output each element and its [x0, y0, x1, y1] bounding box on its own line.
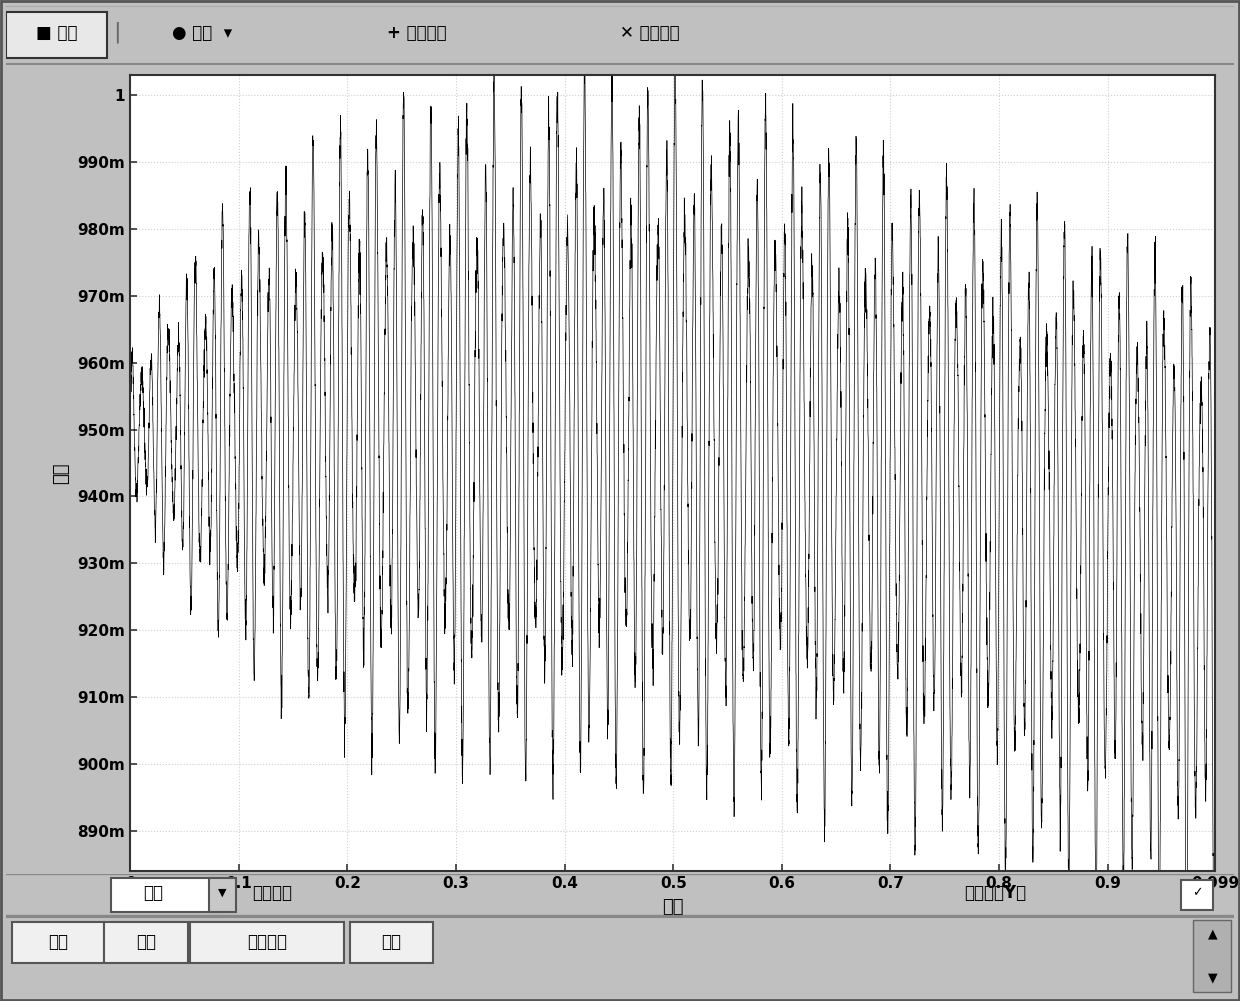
Text: ■ 保存: ■ 保存 [36, 24, 77, 42]
Text: ▲: ▲ [1208, 927, 1218, 940]
FancyBboxPatch shape [104, 922, 188, 963]
X-axis label: 时间: 时间 [662, 898, 683, 916]
FancyBboxPatch shape [6, 12, 107, 58]
Text: ▼: ▼ [218, 888, 227, 898]
FancyBboxPatch shape [1180, 880, 1213, 910]
Text: ✕ 删除通道: ✕ 删除通道 [620, 24, 680, 42]
Text: 记录: 记录 [382, 933, 402, 951]
Text: 高级定时: 高级定时 [247, 933, 288, 951]
Text: + 添加通道: + 添加通道 [387, 24, 446, 42]
Text: 配置: 配置 [48, 933, 68, 951]
FancyBboxPatch shape [1193, 920, 1231, 992]
Text: ✓: ✓ [1192, 886, 1203, 899]
Y-axis label: 幅值: 幅值 [52, 462, 69, 483]
Text: |: | [113, 22, 120, 43]
Text: 显示类型: 显示类型 [252, 884, 291, 902]
Text: 触发: 触发 [136, 933, 156, 951]
FancyBboxPatch shape [110, 878, 227, 912]
FancyBboxPatch shape [190, 922, 343, 963]
FancyBboxPatch shape [12, 922, 104, 963]
Text: 自动调整Y轴: 自动调整Y轴 [963, 884, 1025, 902]
Text: ● 运行  ▾: ● 运行 ▾ [172, 24, 232, 42]
Text: 图形: 图形 [144, 884, 164, 902]
FancyBboxPatch shape [350, 922, 434, 963]
FancyBboxPatch shape [208, 878, 236, 912]
Text: ▼: ▼ [1208, 972, 1218, 985]
